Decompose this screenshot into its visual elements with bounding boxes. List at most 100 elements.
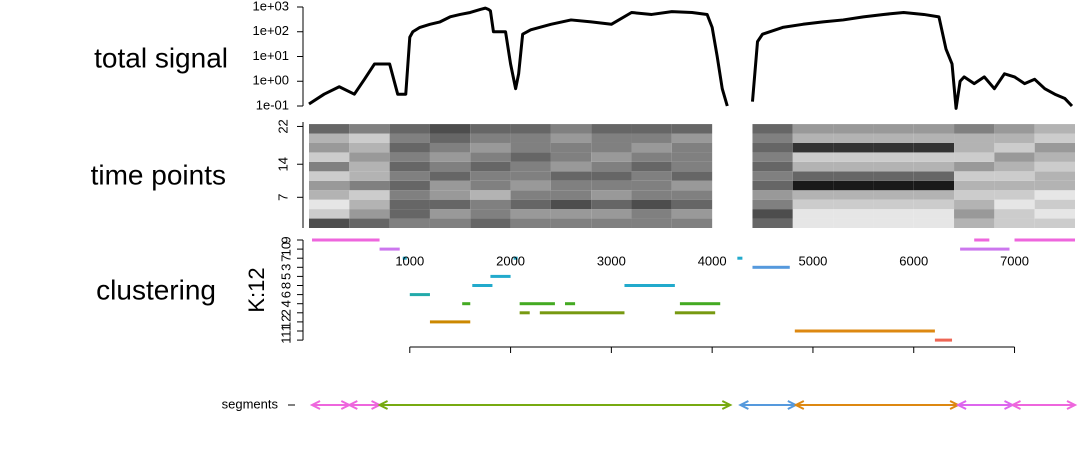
heat-cell — [550, 190, 592, 200]
heat-cell — [994, 152, 1035, 162]
heat-cell — [591, 171, 632, 181]
heat-cell — [349, 124, 390, 134]
heat-cell — [309, 209, 350, 219]
y-tick-label: 12 — [278, 315, 293, 329]
heat-cell — [873, 152, 914, 162]
y-tick-label: 7 — [278, 255, 293, 262]
segment-arrow — [377, 400, 733, 410]
heat-cell — [671, 133, 713, 143]
cluster-segment — [624, 284, 675, 287]
heat-cell — [913, 180, 955, 191]
heat-cell — [833, 142, 874, 153]
cluster-segment — [402, 256, 407, 260]
heat-cell — [631, 133, 672, 143]
heat-cell — [752, 124, 793, 134]
heat-cell — [833, 133, 874, 143]
heat-cell — [429, 142, 471, 153]
heat-cell — [550, 180, 592, 191]
heat-cell — [470, 218, 511, 228]
heat-cell — [429, 180, 471, 191]
cluster-segment — [490, 274, 511, 278]
heat-cell — [510, 161, 551, 172]
heat-cell — [752, 171, 793, 181]
heat-cell — [833, 199, 874, 210]
y-tick-label: 5 — [278, 273, 293, 280]
heat-cell — [591, 152, 632, 162]
heat-cell — [429, 171, 471, 181]
signal-line — [750, 10, 1074, 110]
x-tick-label: 3000 — [597, 253, 626, 268]
heat-cell — [913, 199, 955, 210]
cluster-segment — [679, 302, 721, 306]
heat-cell — [349, 161, 390, 172]
heat-cell — [913, 161, 955, 172]
heat-cell — [349, 142, 390, 153]
heat-cell — [1034, 161, 1075, 172]
heat-cell — [792, 199, 834, 210]
heat-cell — [309, 161, 350, 172]
cluster-segment — [513, 256, 518, 260]
cluster-segment — [519, 311, 530, 315]
heat-cell — [1034, 190, 1075, 200]
heat-cell — [994, 171, 1035, 181]
heat-cell — [309, 218, 350, 228]
heat-cell — [631, 180, 672, 191]
heat-cell — [591, 199, 632, 210]
heat-cell — [510, 152, 551, 162]
heat-cell — [309, 190, 350, 200]
x-tick-label: 2000 — [496, 253, 525, 268]
heat-cell — [752, 209, 793, 219]
heat-cell — [954, 199, 995, 210]
heat-cell — [994, 218, 1035, 228]
heat-cell — [671, 171, 713, 181]
heat-cell — [591, 218, 632, 228]
heat-cell — [389, 124, 430, 134]
heat-cell — [470, 180, 511, 191]
cluster-segment — [379, 247, 400, 251]
heat-cell — [873, 161, 914, 172]
heat-cell — [550, 124, 592, 134]
x-tick-label: 4000 — [698, 253, 727, 268]
signal-line — [308, 6, 729, 107]
heat-cell — [631, 218, 672, 228]
heat-cell — [1034, 180, 1075, 191]
heat-cell — [671, 142, 713, 153]
heat-cell — [389, 152, 430, 162]
heat-cell — [349, 190, 390, 200]
heat-cell — [510, 218, 551, 228]
heat-cell — [631, 161, 672, 172]
heat-cell — [591, 180, 632, 191]
heat-cell — [429, 218, 471, 228]
heat-cell — [349, 180, 390, 191]
y-tick-label: 1e+03 — [252, 0, 289, 13]
heat-cell — [833, 209, 874, 219]
heat-cell — [833, 171, 874, 181]
heat-cell — [913, 209, 955, 219]
heat-cell — [429, 152, 471, 162]
cluster-segment — [737, 256, 743, 260]
y-tick-label: 7 — [275, 194, 290, 201]
heat-cell — [671, 124, 713, 134]
heat-cell — [752, 190, 793, 200]
cluster-segment — [472, 284, 493, 287]
heat-cell — [994, 199, 1035, 210]
heat-cell — [550, 218, 592, 228]
heat-cell — [470, 161, 511, 172]
heat-cell — [671, 218, 713, 228]
heat-cell — [631, 142, 672, 153]
x-tick-label: 6000 — [899, 253, 928, 268]
heat-cell — [792, 161, 834, 172]
heat-cell — [671, 161, 713, 172]
cluster-segment — [539, 311, 625, 315]
heat-cell — [389, 171, 430, 181]
heat-cell — [913, 218, 955, 228]
heat-cell — [792, 171, 834, 181]
heat-cell — [873, 133, 914, 143]
heat-cell — [994, 142, 1035, 153]
heat-cell — [671, 190, 713, 200]
heat-cell — [792, 142, 834, 153]
x-tick-label: 1000 — [395, 253, 424, 268]
heat-cell — [752, 180, 793, 191]
y-tick-label: 1e+00 — [252, 73, 289, 88]
heat-cell — [591, 190, 632, 200]
